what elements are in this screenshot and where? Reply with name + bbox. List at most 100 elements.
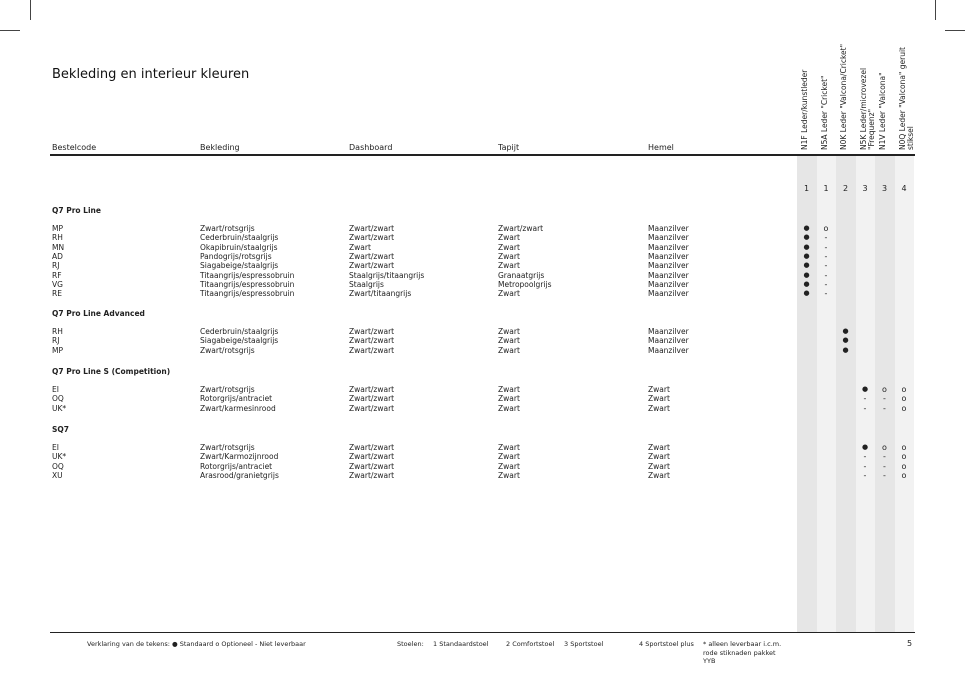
availability-mark: o bbox=[823, 224, 829, 233]
cell-dashboard: Zwart/zwart bbox=[349, 336, 395, 346]
cell-hemel: Maanzilver bbox=[648, 289, 689, 299]
cell-dashboard: Zwart/zwart bbox=[349, 443, 395, 452]
page-number: 5 bbox=[907, 639, 913, 648]
availability-mark: ● bbox=[803, 279, 810, 288]
availability-mark: ● bbox=[842, 345, 849, 354]
seat-type-number: 4 bbox=[901, 184, 907, 193]
availability-mark: ● bbox=[861, 385, 869, 393]
availability-mark: o bbox=[882, 443, 887, 452]
availability-mark: - bbox=[863, 461, 867, 471]
cell-code: OQ bbox=[52, 461, 64, 471]
cell-hemel: Maanzilver bbox=[648, 270, 689, 280]
cell-hemel: Maanzilver bbox=[648, 224, 689, 233]
crop-mark bbox=[0, 30, 20, 31]
cell-bekleding: Titaangrijs/espressobruin bbox=[200, 270, 295, 280]
cell-dashboard: Zwart/zwart bbox=[349, 452, 395, 462]
availability-mark: ● bbox=[803, 261, 810, 270]
cell-bekleding: Rotorgrijs/antraciet bbox=[200, 461, 273, 471]
option-column-stripe bbox=[855, 156, 875, 632]
cell-dashboard: Zwart/zwart bbox=[349, 394, 395, 404]
header-hemel: Hemel bbox=[648, 143, 674, 152]
option-column-header: N5A Leder "Cricket" bbox=[819, 75, 829, 150]
cell-hemel: Zwart bbox=[648, 403, 670, 413]
header-bekleding: Bekleding bbox=[200, 143, 240, 152]
cell-dashboard: Zwart/zwart bbox=[349, 403, 395, 413]
option-column-stripe bbox=[797, 156, 817, 632]
seat-3: 3 Sportstoel bbox=[564, 640, 604, 648]
cell-hemel: Maanzilver bbox=[648, 242, 689, 252]
availability-mark: o bbox=[901, 443, 907, 452]
group-title: Q7 Pro Line Advanced bbox=[52, 309, 145, 318]
group-title: Q7 Pro Line bbox=[52, 206, 101, 215]
cell-bekleding: Titaangrijs/espressobruin bbox=[200, 279, 295, 289]
seats-label: Stoelen: bbox=[397, 640, 424, 648]
cell-dashboard: Zwart/zwart bbox=[349, 261, 395, 271]
availability-mark: - bbox=[824, 270, 828, 280]
availability-mark: - bbox=[863, 452, 867, 462]
cell-bekleding: Rotorgrijs/antraciet bbox=[200, 394, 273, 404]
cell-code: MN bbox=[52, 242, 65, 252]
cell-hemel: Zwart bbox=[648, 443, 670, 452]
cell-code: OQ bbox=[52, 394, 64, 404]
cell-dashboard: Zwart/zwart bbox=[349, 345, 395, 355]
option-column-header: N1V Leder "Valcona" bbox=[878, 72, 887, 150]
seat-type-number: 2 bbox=[842, 184, 849, 193]
cell-tapijt: Metropoolgrijs bbox=[498, 279, 552, 289]
availability-mark: ● bbox=[803, 270, 810, 279]
cell-dashboard: Zwart/zwart bbox=[349, 461, 395, 471]
cell-code: AD bbox=[52, 251, 63, 261]
cell-hemel: Zwart bbox=[648, 394, 670, 404]
availability-mark: - bbox=[824, 242, 828, 252]
availability-mark: o bbox=[882, 385, 887, 394]
cell-dashboard: Staalgrijs/titaangrijs bbox=[349, 270, 425, 280]
availability-mark: o bbox=[901, 385, 907, 394]
group-title: SQ7 bbox=[52, 425, 69, 434]
cell-bekleding: Zwart/rotsgrijs bbox=[200, 345, 255, 355]
cell-bekleding: Zwart/rotsgrijs bbox=[200, 385, 255, 394]
cell-tapijt: Zwart bbox=[498, 470, 520, 480]
cell-bekleding: Zwart/Karmozijnrood bbox=[200, 452, 279, 462]
option-column-header: N0K Leder "Valcona/Cricket" bbox=[839, 43, 848, 150]
cell-dashboard: Zwart/zwart bbox=[349, 327, 395, 336]
cell-dashboard: Zwart/zwart bbox=[349, 233, 395, 243]
cell-tapijt: Zwart bbox=[498, 403, 520, 413]
availability-mark: ● bbox=[803, 233, 810, 242]
cell-bekleding: Cederbruin/staalgrijs bbox=[200, 233, 279, 243]
cell-tapijt: Zwart bbox=[498, 336, 520, 346]
cell-tapijt: Zwart bbox=[498, 261, 520, 271]
cell-dashboard: Zwart bbox=[349, 242, 371, 252]
seat-type-number: 1 bbox=[823, 184, 829, 193]
availability-mark: - bbox=[883, 452, 886, 462]
cell-code: VG bbox=[52, 279, 63, 289]
cell-tapijt: Zwart bbox=[498, 394, 520, 404]
availability-mark: - bbox=[824, 251, 828, 261]
header-bestelcode: Bestelcode bbox=[52, 143, 97, 152]
availability-mark: - bbox=[883, 461, 886, 471]
cell-hemel: Maanzilver bbox=[648, 279, 689, 289]
cell-code: RJ bbox=[52, 336, 60, 346]
cell-bekleding: Cederbruin/staalgrijs bbox=[200, 327, 279, 336]
cell-tapijt: Zwart bbox=[498, 327, 520, 336]
cell-tapijt: Zwart bbox=[498, 251, 520, 261]
cell-hemel: Maanzilver bbox=[648, 251, 689, 261]
crop-mark bbox=[935, 0, 936, 20]
cell-tapijt: Zwart bbox=[498, 385, 520, 394]
header-tapijt: Tapijt bbox=[498, 143, 520, 152]
seat-type-number: 3 bbox=[881, 184, 888, 193]
option-column-stripe bbox=[836, 156, 856, 632]
cell-tapijt: Zwart bbox=[498, 452, 520, 462]
cell-bekleding: Siagabeige/staalgrijs bbox=[200, 261, 279, 271]
availability-mark: o bbox=[901, 403, 907, 413]
cell-dashboard: Zwart/zwart bbox=[349, 385, 395, 394]
cell-tapijt: Zwart bbox=[498, 345, 520, 355]
availability-mark: ● bbox=[842, 336, 849, 345]
cell-code: UK* bbox=[52, 452, 67, 462]
cell-bekleding: Pandogrijs/rotsgrijs bbox=[200, 251, 272, 261]
cell-hemel: Maanzilver bbox=[648, 345, 689, 355]
cell-tapijt: Zwart bbox=[498, 443, 520, 452]
cell-bekleding: Okapibruin/staalgrijs bbox=[200, 242, 278, 252]
crop-mark bbox=[945, 30, 965, 31]
cell-hemel: Maanzilver bbox=[648, 336, 689, 346]
cell-dashboard: Zwart/zwart bbox=[349, 251, 395, 261]
cell-bekleding: Siagabeige/staalgrijs bbox=[200, 336, 279, 346]
